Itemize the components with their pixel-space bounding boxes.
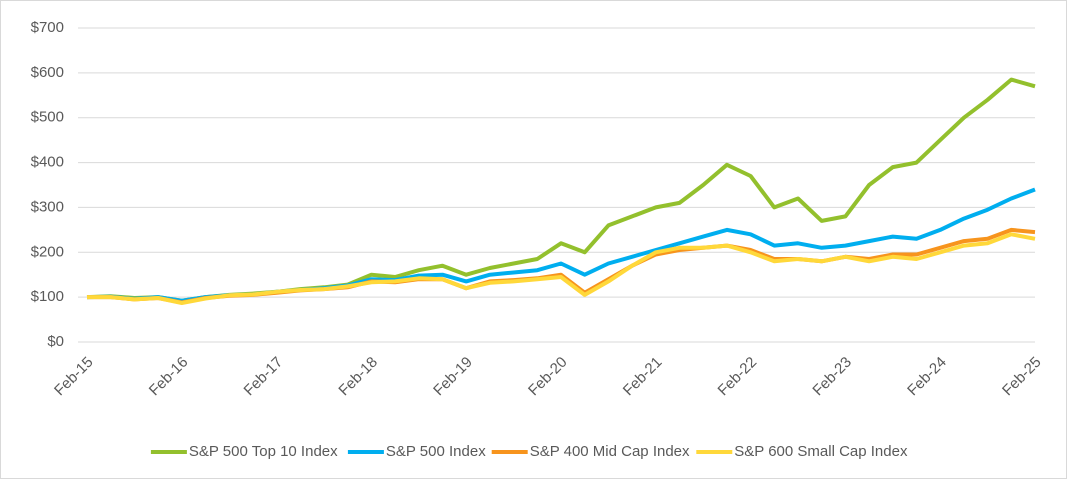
y-tick-label: $600 <box>31 64 64 81</box>
series-line <box>87 232 1036 305</box>
legend-label: S&P 600 Small Cap Index <box>734 443 908 460</box>
y-tick-label: $700 <box>31 19 64 36</box>
y-tick-label: $400 <box>31 154 64 171</box>
legend-label: S&P 500 Top 10 Index <box>189 443 338 460</box>
y-tick-label: $500 <box>31 109 64 126</box>
y-tick-label: $0 <box>47 333 64 350</box>
y-tick-label: $300 <box>31 198 64 215</box>
y-tick-label: $200 <box>31 243 64 260</box>
y-tick-label: $100 <box>31 288 64 305</box>
legend-label: S&P 400 Mid Cap Index <box>530 443 690 460</box>
legend-label: S&P 500 Index <box>386 443 486 460</box>
